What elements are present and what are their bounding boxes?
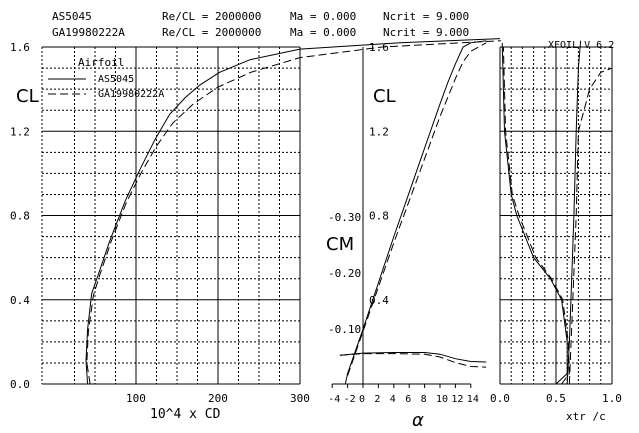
cm-axis-label: CM xyxy=(326,234,354,255)
alpha-tick-label: -2 xyxy=(344,394,356,405)
cl-axis-label-left: CL xyxy=(16,86,39,107)
alpha-tick-label: 10 xyxy=(436,394,448,405)
curve-ga19980222a-bottom xyxy=(568,67,613,385)
curve-ga19980222a-top xyxy=(502,46,570,385)
curve-as5045-cl xyxy=(344,40,487,385)
header-re-1: Re/CL = 2000000 xyxy=(162,10,261,23)
xtr-axis-label: xtr /c xyxy=(566,410,606,423)
curve-as5045-cm xyxy=(339,352,487,363)
alpha-tick-label: 8 xyxy=(421,394,427,405)
cm-tick-label: -0.20 xyxy=(328,267,361,280)
alpha-tick-label: -4 xyxy=(328,394,340,405)
alpha-axis-label: α xyxy=(412,410,424,431)
alpha-tick-label: 2 xyxy=(374,394,380,405)
header-ncrit-2: Ncrit = 9.000 xyxy=(383,26,469,39)
cl-tick-label: 1.2 xyxy=(10,125,30,138)
header-re-2: Re/CL = 2000000 xyxy=(162,26,261,39)
cl-tick-label: 0.4 xyxy=(10,294,30,307)
xtr-tick-label: 0.5 xyxy=(546,392,566,405)
xtr-tick-label: 1.0 xyxy=(602,392,622,405)
cm-tick-label: -0.10 xyxy=(328,323,361,336)
header-ncrit-1: Ncrit = 9.000 xyxy=(383,10,469,23)
curve-as5045-top xyxy=(501,42,568,385)
cd-tick-label: 300 xyxy=(290,392,310,405)
cl-tick-label-alpha: 1.2 xyxy=(369,125,389,138)
header-ma-2: Ma = 0.000 xyxy=(290,26,356,39)
header-airfoil-1: AS5045 xyxy=(52,10,92,23)
cl-tick-label-alpha: 1.6 xyxy=(369,41,389,54)
alpha-tick-label: 12 xyxy=(451,394,463,405)
cd-axis-label: 10^4 x CD xyxy=(150,407,221,422)
legend: Airfoil AS5045 GA19980222A xyxy=(48,56,164,100)
cd-tick-label: 200 xyxy=(208,392,228,405)
xtr-tick-label: 0.0 xyxy=(490,392,510,405)
cl-tick-label-alpha: 0.8 xyxy=(369,210,389,223)
cl-tick-label-alpha: 0.4 xyxy=(369,294,389,307)
cl-tick-label: 1.6 xyxy=(10,41,30,54)
cm-tick-label: -0.30 xyxy=(328,211,361,224)
cl-tick-label: 0.8 xyxy=(10,210,30,223)
legend-item-ga19980222a: GA19980222A xyxy=(98,89,164,100)
cd-tick-label: 100 xyxy=(126,392,146,405)
curve-as5045 xyxy=(85,38,501,385)
cl-tick-label: 0.0 xyxy=(10,378,30,391)
alpha-tick-label: 14 xyxy=(467,394,479,405)
header-airfoil-2: GA19980222A xyxy=(52,26,125,39)
alpha-tick-label: 6 xyxy=(405,394,411,405)
alpha-tick-label: 0 xyxy=(359,394,365,405)
alpha-tick-label: 4 xyxy=(390,394,396,405)
curve-ga19980222a-cm xyxy=(339,353,487,368)
cl-axis-label-alpha: CL xyxy=(373,86,396,107)
curve-ga19980222a xyxy=(86,40,501,385)
header-ma-1: Ma = 0.000 xyxy=(290,10,356,23)
curve-as5045-bottom xyxy=(566,40,582,385)
legend-item-as5045: AS5045 xyxy=(98,74,134,85)
xfoil-version: XFOIL V 6.2 xyxy=(548,40,614,51)
legend-title: Airfoil xyxy=(78,56,124,69)
curve-ga19980222a-cl xyxy=(347,42,487,376)
